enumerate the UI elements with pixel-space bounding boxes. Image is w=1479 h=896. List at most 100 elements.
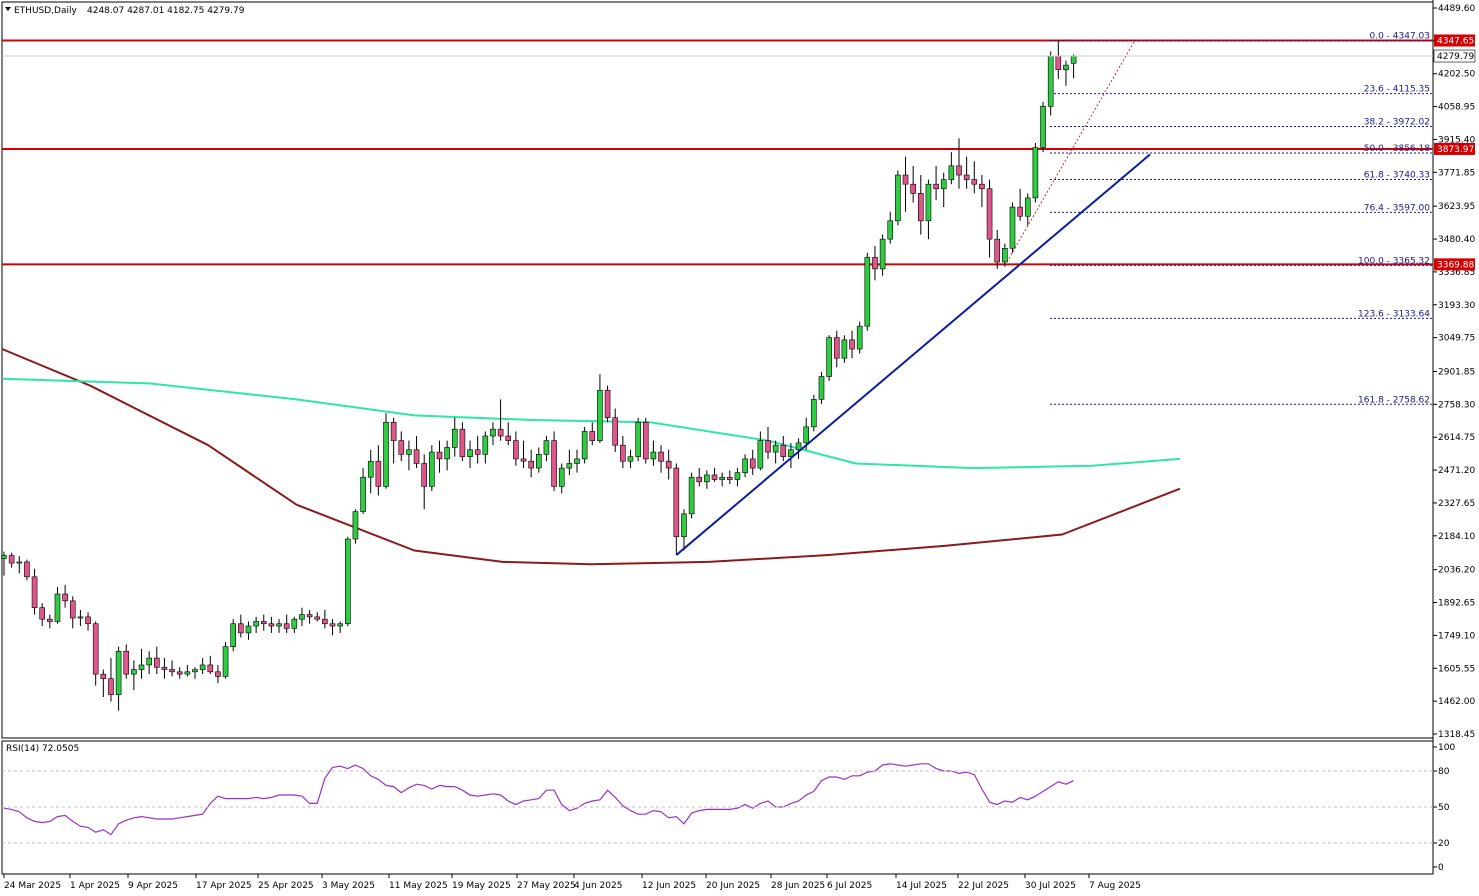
bearish-candle	[589, 431, 596, 441]
bearish-candle	[215, 671, 221, 677]
bearish-candle	[375, 460, 382, 487]
date-tick-label: 11 May 2025	[389, 881, 448, 891]
bearish-candle	[1017, 206, 1023, 217]
price-tick-label: 1749.10	[1438, 631, 1475, 641]
bearish-candle	[85, 616, 91, 625]
price-tick-label: 4202.50	[1438, 70, 1475, 80]
collapse-triangle-icon[interactable]	[5, 7, 11, 11]
bearish-candle	[8, 555, 15, 564]
bullish-candle	[719, 476, 725, 480]
bearish-candle	[726, 476, 733, 480]
bearish-candle	[436, 451, 443, 460]
bullish-candle	[627, 456, 634, 462]
price-tick-label: 4058.95	[1438, 103, 1475, 113]
ascending-trendline	[675, 153, 1151, 556]
bullish-candle	[826, 337, 832, 377]
bullish-candle	[138, 664, 145, 670]
bearish-candle	[612, 417, 619, 446]
price-tick-label: 3771.85	[1438, 168, 1475, 178]
bullish-candle	[429, 451, 435, 487]
bullish-candle	[444, 447, 450, 460]
bullish-candle	[635, 421, 641, 457]
ohlc-readout: 4248.07 4287.01 4182.75 4279.79	[87, 6, 245, 16]
date-tick-label: 1 Apr 2025	[70, 881, 120, 891]
bearish-candle	[520, 458, 527, 462]
price-tick-label: 4489.60	[1438, 4, 1475, 14]
bullish-candle	[115, 650, 122, 696]
bearish-candle	[283, 623, 290, 629]
bearish-candle	[963, 174, 970, 180]
date-tick-label: 7 Aug 2025	[1089, 881, 1141, 891]
date-tick-label: 6 Jul 2025	[827, 881, 872, 891]
bearish-candle	[933, 183, 939, 190]
bearish-candle	[459, 428, 466, 457]
bearish-candle	[398, 440, 405, 455]
bearish-candle	[620, 444, 626, 462]
price-tick-label: 3915.40	[1438, 135, 1475, 145]
bearish-candle	[658, 451, 664, 462]
date-tick-label: 25 Apr 2025	[258, 881, 314, 891]
bearish-candle	[39, 607, 46, 620]
bullish-candle	[734, 472, 741, 480]
date-tick-label: 22 Jul 2025	[958, 881, 1009, 891]
fib-level-label: 100.0 - 3365.32	[1358, 256, 1430, 266]
bullish-candle	[146, 657, 152, 666]
bearish-candle	[92, 623, 99, 675]
bullish-candle	[54, 593, 61, 622]
rsi-label: RSI(14) 72.0505	[6, 744, 79, 754]
bullish-candle	[199, 664, 206, 670]
bearish-candle	[329, 623, 336, 627]
rsi-tick-label: 0	[1438, 863, 1444, 873]
bullish-candle	[841, 339, 848, 359]
bullish-candle	[276, 623, 282, 627]
bullish-candle	[811, 399, 817, 428]
fib-level-label: 61.8 - 3740.33	[1364, 171, 1430, 181]
rsi-tick-label: 50	[1438, 803, 1450, 813]
date-tick-label: 28 Jun 2025	[771, 881, 825, 891]
bearish-candle	[849, 339, 855, 350]
bearish-candle	[513, 440, 519, 460]
fast-moving-average-line	[1, 377, 1181, 470]
price-tick-label: 1605.55	[1438, 664, 1475, 674]
bearish-candle	[979, 183, 985, 190]
bearish-candle	[260, 621, 267, 625]
bullish-candle	[742, 458, 748, 473]
bullish-candle	[367, 460, 374, 478]
bullish-candle	[864, 257, 871, 327]
bearish-candle	[833, 337, 840, 359]
bearish-candle	[306, 614, 313, 618]
price-tick-label: 1318.45	[1438, 730, 1475, 740]
fib-level-label: 76.4 - 3597.00	[1364, 203, 1430, 213]
rsi-line	[3, 763, 1074, 836]
rsi-tick-label: 100	[1438, 743, 1455, 753]
slow-moving-average-line	[1, 348, 1181, 566]
bullish-candle	[482, 435, 489, 455]
bullish-candle	[566, 463, 573, 469]
bullish-candle	[818, 376, 825, 400]
date-tick-label: 4 Jun 2025	[574, 881, 622, 891]
bearish-candle	[390, 421, 397, 441]
level-price-tag-label: 3369.88	[1437, 260, 1474, 270]
bullish-candle	[597, 389, 603, 441]
bearish-candle	[497, 428, 504, 437]
date-tick-label: 12 Jun 2025	[642, 881, 696, 891]
bullish-candle	[879, 238, 886, 270]
bullish-candle	[222, 646, 229, 677]
price-tick-label: 2327.65	[1438, 499, 1475, 509]
bullish-candle	[948, 165, 955, 180]
bullish-candle	[803, 426, 810, 444]
level-price-tag	[1434, 258, 1475, 271]
bearish-candle	[986, 188, 993, 240]
bearish-candle	[665, 460, 672, 469]
bullish-candle	[925, 183, 932, 222]
bearish-candle	[971, 179, 978, 185]
bearish-candle	[238, 623, 244, 634]
level-price-tag	[1434, 34, 1475, 47]
bullish-candle	[1009, 206, 1016, 249]
bearish-candle	[421, 463, 428, 487]
date-tick-label: 24 Mar 2025	[4, 881, 61, 891]
current-price-tag-label: 4279.79	[1437, 52, 1474, 62]
bullish-candle	[337, 623, 343, 627]
bullish-candle	[757, 440, 764, 469]
